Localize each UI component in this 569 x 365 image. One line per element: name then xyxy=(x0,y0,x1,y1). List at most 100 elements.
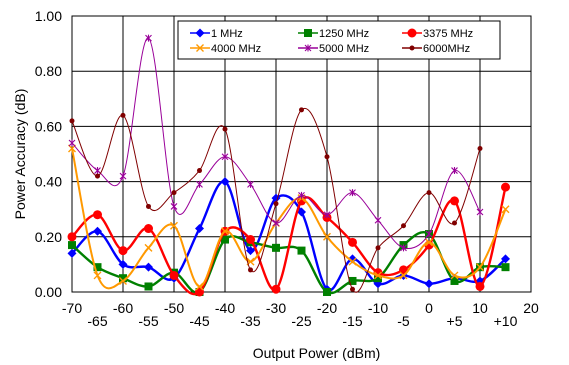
data-point xyxy=(450,276,459,285)
data-point xyxy=(120,112,126,118)
y-tick-label: 0.60 xyxy=(35,118,62,134)
data-point xyxy=(93,210,102,220)
x-tick-label-upper: -20 xyxy=(317,300,337,316)
data-point xyxy=(323,211,331,219)
x-tick-label-upper: -70 xyxy=(62,300,82,316)
data-point xyxy=(197,168,202,174)
data-point xyxy=(425,238,433,247)
y-tick-label: 0.40 xyxy=(35,174,62,190)
data-point xyxy=(501,205,510,214)
series-6000mhz xyxy=(69,107,483,293)
legend-label: 1 MHz xyxy=(211,28,243,40)
x-tick-label-upper: -40 xyxy=(215,300,235,316)
legend-item: 6000MHz xyxy=(402,43,470,55)
data-point xyxy=(297,207,306,217)
data-point xyxy=(375,245,381,251)
data-point xyxy=(248,267,253,273)
x-tick-label-lower: -45 xyxy=(189,313,209,329)
data-point xyxy=(145,34,152,42)
data-point xyxy=(95,173,100,179)
y-axis-title: Power Accuracy (dB) xyxy=(12,89,28,220)
data-point xyxy=(348,257,357,266)
data-point xyxy=(452,220,457,226)
x-tick-label-upper: 20 xyxy=(523,300,539,316)
x-tick-label-upper: -30 xyxy=(266,300,286,316)
data-point xyxy=(298,191,305,199)
data-point xyxy=(171,190,177,196)
data-point xyxy=(475,281,485,291)
data-point xyxy=(196,180,203,188)
data-point xyxy=(297,246,306,255)
x-tick-label-upper: -10 xyxy=(368,300,388,316)
legend-marker xyxy=(304,44,312,52)
data-point xyxy=(68,139,76,147)
legend-marker xyxy=(304,29,312,37)
data-point xyxy=(220,177,230,187)
legend-item: 5000 MHz xyxy=(298,43,369,55)
data-point xyxy=(246,246,255,256)
data-point xyxy=(119,172,127,180)
data-point xyxy=(299,107,304,113)
data-point xyxy=(324,154,330,160)
data-point xyxy=(222,126,228,132)
x-tick-label-lower: -65 xyxy=(87,313,107,329)
x-tick-label-lower: -35 xyxy=(240,313,260,329)
data-point xyxy=(67,232,77,242)
data-point xyxy=(271,284,281,294)
y-tick-label: 0.20 xyxy=(35,229,62,245)
data-point xyxy=(221,153,229,161)
series-4000-mhz xyxy=(68,144,510,291)
data-point xyxy=(350,286,355,292)
data-point xyxy=(195,224,204,234)
data-point xyxy=(450,271,459,280)
data-point xyxy=(170,221,178,230)
data-point xyxy=(451,167,458,175)
data-point xyxy=(425,230,433,238)
x-tick-label-lower: -15 xyxy=(342,313,362,329)
x-tick-label-lower: +10 xyxy=(494,313,518,329)
data-point xyxy=(374,274,382,283)
data-point xyxy=(69,118,75,124)
data-point xyxy=(93,263,102,272)
data-point xyxy=(119,274,127,283)
x-tick-label-lower: -25 xyxy=(291,313,311,329)
data-point xyxy=(246,235,255,245)
data-point xyxy=(323,232,331,241)
data-point xyxy=(401,223,406,229)
legend-label: 4000 MHz xyxy=(211,43,261,55)
series-1-mhz xyxy=(67,177,510,294)
data-point xyxy=(67,248,77,258)
legend-item: 1 MHz xyxy=(190,28,243,40)
tick-labels: 0.000.200.400.600.801.00-70 -60 -50 -40 -30-… xyxy=(35,8,539,329)
data-point xyxy=(272,243,280,252)
data-point xyxy=(93,271,102,280)
data-point xyxy=(501,263,510,272)
x-axis-title: Output Power (dBm) xyxy=(253,345,381,361)
series-3375-mhz xyxy=(67,182,510,297)
data-point xyxy=(146,203,151,209)
data-point xyxy=(426,190,432,196)
legend-marker xyxy=(407,28,417,38)
data-point xyxy=(348,276,357,285)
data-point xyxy=(424,279,434,289)
legend-label: 1250 MHz xyxy=(319,28,369,40)
data-point xyxy=(169,270,179,280)
legend-label: 6000MHz xyxy=(423,43,470,55)
legend-item: 4000 MHz xyxy=(190,43,261,55)
data-point xyxy=(118,259,128,269)
data-point xyxy=(450,196,459,206)
legend-marker xyxy=(196,44,204,52)
legend-label: 5000 MHz xyxy=(319,43,369,55)
y-tick-label: 0.00 xyxy=(35,284,62,300)
data-point xyxy=(195,282,204,291)
data-point xyxy=(93,226,102,236)
data-point xyxy=(323,288,331,296)
legend-box xyxy=(177,20,501,60)
data-point xyxy=(118,246,128,256)
data-point xyxy=(144,262,153,272)
data-point xyxy=(94,167,101,175)
legend-item: 1250 MHz xyxy=(298,28,369,40)
legend: 1 MHz 1250 MHz 3375 MHz 4000 MHz 5000 MHz 600… xyxy=(177,20,501,60)
series-layer xyxy=(67,34,510,297)
